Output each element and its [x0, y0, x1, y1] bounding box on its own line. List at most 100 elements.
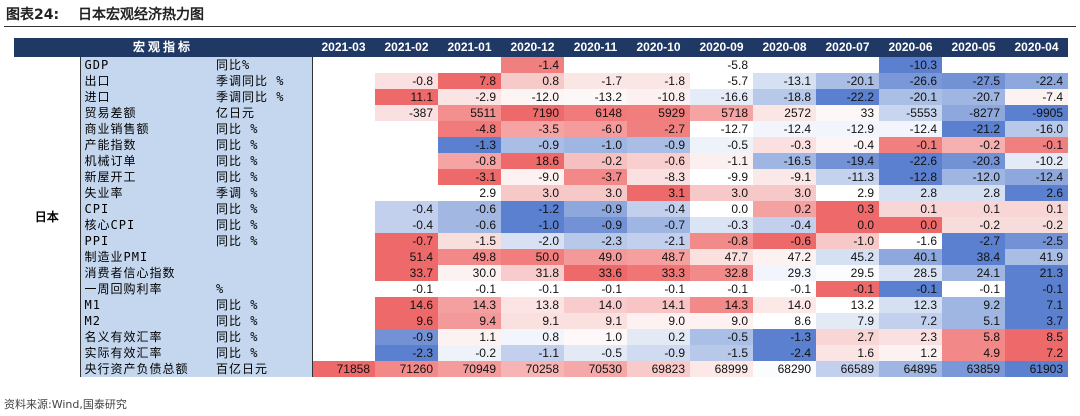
value-cell: 0.8 — [501, 73, 564, 89]
value-cell — [312, 249, 375, 265]
value-cell: 1.0 — [564, 329, 627, 345]
table-row: 产能指数 同比 % -1.3 -0.9 -1.0 -0.9 -0.5 -0.3 -0.4 -0.1… — [14, 137, 1068, 153]
value-cell: -0.8 — [438, 153, 501, 169]
date-header: 2020-04 — [1005, 38, 1068, 57]
value-cell: -1.8 — [627, 73, 690, 89]
value-cell: 14.0 — [564, 297, 627, 313]
value-cell — [312, 73, 375, 89]
value-cell: -10.8 — [627, 89, 690, 105]
date-header: 2020-11 — [564, 38, 627, 57]
value-cell: -26.6 — [879, 73, 942, 89]
value-cell — [753, 57, 816, 73]
value-cell: -1.6 — [879, 233, 942, 249]
value-cell — [1005, 57, 1068, 73]
value-cell — [312, 121, 375, 137]
value-cell: 7.1 — [1005, 297, 1068, 313]
indicator-name: PPI — [80, 233, 216, 249]
value-cell — [312, 329, 375, 345]
value-cell: -0.7 — [375, 233, 438, 249]
value-cell: -0.2 — [1005, 217, 1068, 233]
value-cell: 29.5 — [816, 265, 879, 281]
indicator-name: 制造业PMI — [80, 249, 216, 265]
value-cell: 2572 — [753, 105, 816, 121]
value-cell: -2.9 — [438, 89, 501, 105]
value-cell: 7190 — [501, 105, 564, 121]
value-cell: 14.3 — [690, 297, 753, 313]
indicator-unit: 百亿日元 — [216, 361, 313, 377]
value-cell: -0.6 — [753, 233, 816, 249]
value-cell: 8.6 — [753, 313, 816, 329]
value-cell: 66589 — [816, 361, 879, 377]
table-row: CPI 同比 % -0.4 -0.6 -1.2 -0.9 -0.4 0.0 0.2 0.3 0.1 0… — [14, 201, 1068, 217]
value-cell: 2.8 — [942, 185, 1005, 201]
value-cell: 68290 — [753, 361, 816, 377]
value-cell: -12.4 — [1005, 169, 1068, 185]
indicator-unit: 同比 % — [216, 233, 313, 249]
value-cell: -0.1 — [690, 281, 753, 297]
value-cell: -20.1 — [816, 73, 879, 89]
value-cell: -2.0 — [501, 233, 564, 249]
indicator-unit: 亿日元 — [216, 105, 313, 121]
value-cell: -0.2 — [942, 217, 1005, 233]
value-cell: 14.1 — [627, 297, 690, 313]
value-cell: 7.9 — [816, 313, 879, 329]
value-cell: 1.1 — [438, 329, 501, 345]
table-body: 日本 GDP 同比% -1.4 -5.8 -10.3 出口 季调同比 % -0.8 7.8 0.8-… — [14, 57, 1068, 377]
header-row: 宏观指标 2021-03 2021-02 2021-01 2020-12 2020-11… — [14, 38, 1068, 57]
value-cell: -18.8 — [753, 89, 816, 105]
value-cell: -20.1 — [879, 89, 942, 105]
table-row: 出口 季调同比 % -0.8 7.8 0.8 -1.7 -1.8 -5.7 -13.1 -20.1… — [14, 73, 1068, 89]
value-cell: 9.1 — [564, 313, 627, 329]
value-cell: -0.6 — [627, 153, 690, 169]
value-cell — [312, 89, 375, 105]
value-cell: 68999 — [690, 361, 753, 377]
value-cell: 61903 — [1005, 361, 1068, 377]
value-cell: -9.0 — [501, 169, 564, 185]
indicator-name: 名义有效汇率 — [80, 329, 216, 345]
indicator-name: 贸易差额 — [80, 105, 216, 121]
value-cell: 2.8 — [879, 185, 942, 201]
indicator-unit: 同比 % — [216, 169, 313, 185]
indicator-unit: 季调同比 % — [216, 89, 313, 105]
value-cell: 3.0 — [501, 185, 564, 201]
indicator-name: 进口 — [80, 89, 216, 105]
value-cell — [312, 217, 375, 233]
value-cell: 3.0 — [564, 185, 627, 201]
value-cell: -3.5 — [501, 121, 564, 137]
value-cell: 14.0 — [753, 297, 816, 313]
value-cell: 33.7 — [375, 265, 438, 281]
title-rule — [4, 26, 1076, 27]
value-cell: -0.1 — [1005, 137, 1068, 153]
value-cell: -0.8 — [690, 233, 753, 249]
value-cell: -0.4 — [375, 217, 438, 233]
value-cell: 2.9 — [438, 185, 501, 201]
value-cell: -0.9 — [564, 217, 627, 233]
value-cell — [816, 57, 879, 73]
value-cell: 69823 — [627, 361, 690, 377]
value-cell: -0.4 — [627, 201, 690, 217]
value-cell: -12.0 — [501, 89, 564, 105]
value-cell: 29.3 — [753, 265, 816, 281]
table-row: PPI 同比 % -0.7 -1.5 -2.0 -2.3 -2.1 -0.8 -0.6 -1.0-… — [14, 233, 1068, 249]
value-cell — [312, 297, 375, 313]
value-cell: 24.1 — [942, 265, 1005, 281]
value-cell — [312, 169, 375, 185]
value-cell — [312, 233, 375, 249]
value-cell: 1.6 — [816, 345, 879, 361]
table-row: 名义有效汇率 同比 % -0.9 1.1 0.8 1.0 0.2 -0.5 -1.3 2.7 2.3… — [14, 329, 1068, 345]
value-cell: 14.3 — [438, 297, 501, 313]
value-cell: 14.6 — [375, 297, 438, 313]
indicator-name: 一周回购利率 — [80, 281, 216, 297]
value-cell: 11.1 — [375, 89, 438, 105]
value-cell: -20.3 — [942, 153, 1005, 169]
value-cell: -1.2 — [501, 201, 564, 217]
table-row: 日本 GDP 同比% -1.4 -5.8 -10.3 — [14, 57, 1068, 377]
value-cell — [312, 105, 375, 121]
value-cell: 0.8 — [501, 329, 564, 345]
value-cell: -4.8 — [438, 121, 501, 137]
value-cell: -12.0 — [942, 169, 1005, 185]
value-cell: -0.9 — [501, 137, 564, 153]
value-cell: 47.2 — [753, 249, 816, 265]
value-cell — [564, 57, 627, 73]
value-cell — [312, 185, 375, 201]
